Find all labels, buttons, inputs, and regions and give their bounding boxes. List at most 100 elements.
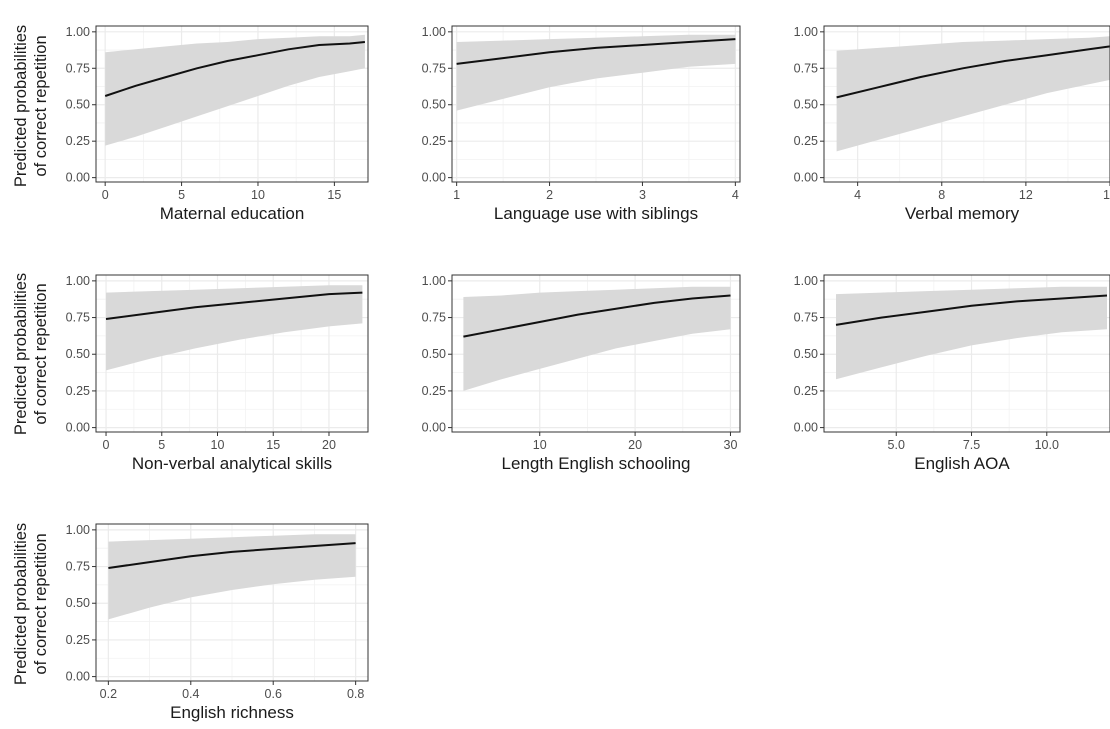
- x-tick-label: 5: [178, 188, 185, 202]
- y-tick-label: 0.75: [422, 311, 446, 325]
- y-tick-label: 1.00: [422, 274, 446, 288]
- fitted-line: [105, 291, 363, 320]
- y-tick-label: 0.50: [66, 596, 90, 610]
- x-axis-title: English AOA: [914, 454, 1010, 473]
- x-tick-label: 5: [158, 438, 165, 452]
- y-tick-label: 0.75: [794, 61, 818, 75]
- x-tick-label: 4: [732, 188, 739, 202]
- panel-7: 0.00 0.25 0.50 0.75 1.00 0.2 0.4 0.6 0.8 English …: [66, 523, 369, 722]
- ylabel-row2-line2: of correct repetition: [32, 283, 50, 424]
- y-tick-label: 0.25: [794, 134, 818, 148]
- y-tick-label: 0.25: [66, 384, 90, 398]
- panel-6: 0.00 0.25 0.50 0.75 1.00 5.0 7.5 10.0 English AO…: [794, 274, 1110, 473]
- fitted-line: [836, 45, 1110, 99]
- x-tick-label: 20: [628, 438, 642, 452]
- y-tick-label: 0.75: [66, 311, 90, 325]
- confidence-ribbon: [836, 286, 1107, 380]
- x-tick-label: 0.6: [265, 687, 282, 701]
- y-tick-label: 0.00: [794, 171, 818, 185]
- y-tick-label: 0.00: [422, 171, 446, 185]
- ylabel-row1-line2: of correct repetition: [32, 35, 50, 176]
- fitted-line: [456, 38, 736, 65]
- y-tick-label: 0.25: [422, 384, 446, 398]
- x-tick-label: 30: [724, 438, 738, 452]
- y-tick-label: 0.25: [66, 633, 90, 647]
- y-tick-label: 0.50: [794, 98, 818, 112]
- fitted-line: [463, 294, 731, 338]
- confidence-ribbon: [456, 34, 736, 111]
- x-tick-label: 16: [1103, 188, 1110, 202]
- y-tick-label: 0.50: [422, 347, 446, 361]
- x-axis-title: Length English schooling: [501, 454, 690, 473]
- x-axis-title: Language use with siblings: [494, 204, 698, 223]
- confidence-ribbon: [108, 534, 356, 620]
- y-tick-label: 0.25: [794, 384, 818, 398]
- confidence-ribbon: [105, 34, 365, 146]
- confidence-ribbon: [836, 36, 1110, 152]
- panel-border: [95, 523, 369, 682]
- ylabel-row2-line1: Predicted probabilities: [12, 273, 30, 435]
- ylabel-row3-line2: of correct repetition: [32, 533, 50, 674]
- x-tick-label: 15: [266, 438, 280, 452]
- x-tick-label: 7.5: [963, 438, 980, 452]
- x-tick-label: 10: [251, 188, 265, 202]
- y-tick-label: 0.25: [422, 134, 446, 148]
- y-tick-label: 1.00: [794, 274, 818, 288]
- panel-4: 0.00 0.25 0.50 0.75 1.00 0 5 10 15 20 Non-verbal a…: [66, 274, 369, 473]
- x-axis-title: Verbal memory: [905, 204, 1020, 223]
- x-tick-label: 0: [102, 188, 109, 202]
- panel-border: [451, 274, 741, 433]
- panel-border: [95, 274, 369, 433]
- panel-2: 0.00 0.25 0.50 0.75 1.00 1 2 3 4 Language use wit…: [422, 25, 741, 223]
- x-tick-label: 0: [103, 438, 110, 452]
- confidence-ribbon: [106, 285, 363, 371]
- panel-border: [823, 274, 1110, 433]
- y-tick-label: 0.00: [422, 421, 446, 435]
- x-tick-label: 4: [854, 188, 861, 202]
- y-tick-label: 0.00: [794, 421, 818, 435]
- panel-border: [451, 25, 741, 183]
- panel-border: [95, 25, 369, 183]
- x-tick-label: 2: [546, 188, 553, 202]
- y-tick-label: 1.00: [66, 523, 90, 537]
- x-tick-label: 1: [453, 188, 460, 202]
- y-tick-label: 0.50: [66, 98, 90, 112]
- y-tick-label: 1.00: [794, 25, 818, 39]
- y-tick-label: 1.00: [422, 25, 446, 39]
- x-tick-label: 10: [533, 438, 547, 452]
- y-tick-label: 0.25: [66, 134, 90, 148]
- x-axis-title: English richness: [170, 703, 294, 722]
- x-tick-label: 3: [639, 188, 646, 202]
- y-tick-label: 0.00: [66, 421, 90, 435]
- ylabel-row3-line1: Predicted probabilities: [12, 523, 30, 685]
- y-tick-label: 1.00: [66, 25, 90, 39]
- x-tick-label: 5.0: [888, 438, 905, 452]
- x-tick-label: 12: [1019, 188, 1033, 202]
- x-tick-label: 0.2: [100, 687, 117, 701]
- x-tick-label: 15: [327, 188, 341, 202]
- y-tick-label: 0.00: [66, 171, 90, 185]
- y-tick-label: 0.50: [422, 98, 446, 112]
- panel-border: [823, 25, 1110, 183]
- confidence-ribbon: [463, 286, 731, 391]
- x-axis-title: Maternal education: [160, 204, 305, 223]
- y-tick-label: 0.75: [66, 560, 90, 574]
- panel-5: 0.00 0.25 0.50 0.75 1.00 10 20 30 Length English…: [422, 274, 741, 473]
- x-tick-label: 10.0: [1035, 438, 1059, 452]
- x-tick-label: 0.8: [347, 687, 364, 701]
- fitted-line: [835, 294, 1108, 326]
- x-axis-title: Non-verbal analytical skills: [132, 454, 332, 473]
- y-tick-label: 0.00: [66, 670, 90, 684]
- panel-3: 0.00 0.25 0.50 0.75 1.00 4 8 12 16 Verbal memory: [794, 25, 1110, 223]
- y-tick-label: 1.00: [66, 274, 90, 288]
- x-tick-label: 10: [211, 438, 225, 452]
- y-tick-label: 0.50: [66, 347, 90, 361]
- y-tick-label: 0.75: [794, 311, 818, 325]
- y-tick-label: 0.50: [794, 347, 818, 361]
- x-tick-label: 0.4: [182, 687, 199, 701]
- fitted-line: [104, 41, 365, 97]
- x-tick-label: 20: [322, 438, 336, 452]
- panel-1: 0.00 0.25 0.50 0.75 1.00 0 5 10 15 Maternal educa…: [66, 25, 369, 223]
